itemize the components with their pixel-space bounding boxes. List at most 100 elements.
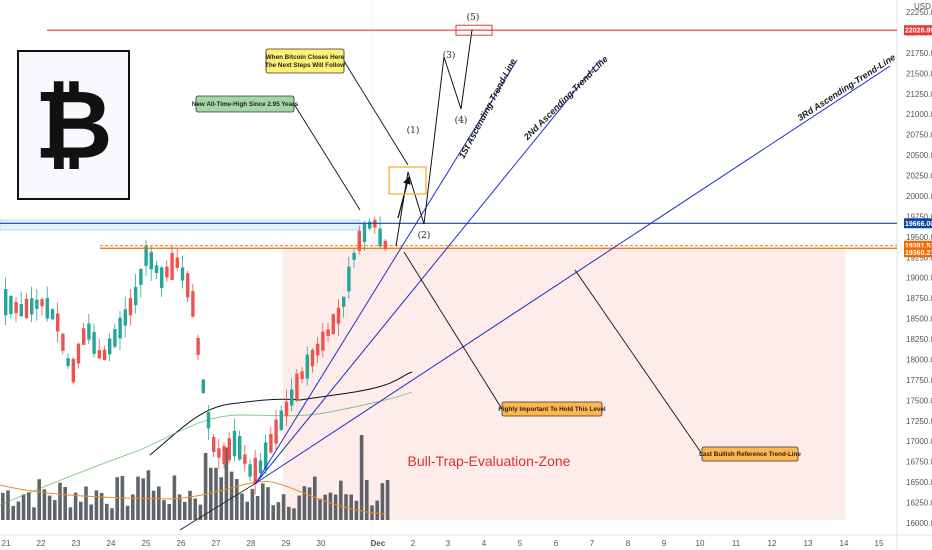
volume-bar <box>229 471 234 520</box>
candle-body <box>284 401 289 417</box>
candle-body <box>378 228 382 247</box>
ath-box <box>0 219 361 231</box>
x-tick-label: 25 <box>142 539 151 548</box>
volume-bar <box>281 494 286 520</box>
volume-bar <box>261 483 265 520</box>
x-tick-label: 6 <box>554 539 559 548</box>
candle-body <box>238 435 242 460</box>
candle-body <box>243 454 247 464</box>
volume-bar <box>323 494 327 520</box>
trend-line-label: 3Rd Ascending-Trend-Line <box>796 52 897 123</box>
x-tick-label: 5 <box>518 539 523 548</box>
candle-body <box>9 295 13 315</box>
candle-body <box>87 323 91 340</box>
volume-bar <box>375 500 379 520</box>
wave-arrow <box>397 176 411 219</box>
bitcoin-logo: ₿ <box>17 50 130 200</box>
candle-body <box>24 298 29 318</box>
x-tick-label: 15 <box>875 539 884 548</box>
ma-black <box>149 371 413 456</box>
candle-body <box>258 460 263 473</box>
candle-body <box>149 252 153 270</box>
candle-body <box>300 371 304 379</box>
volume-bar <box>125 505 130 520</box>
volume-bar <box>146 470 151 520</box>
volume-bar <box>99 492 104 520</box>
price-tag <box>904 25 932 36</box>
volume-bar <box>141 478 145 520</box>
candle-body <box>336 307 341 324</box>
volume-bar <box>1 492 5 520</box>
volume-layer <box>1 435 390 520</box>
volume-bar <box>53 500 57 520</box>
y-tick-label: 17000.00 <box>906 437 932 446</box>
volume-bar <box>313 476 317 520</box>
y-tick-label: 16500.00 <box>906 478 932 487</box>
volume-bar <box>11 505 15 520</box>
price-tag <box>904 247 932 258</box>
callout-pointer <box>403 251 503 410</box>
x-tick-label: 4 <box>482 539 487 548</box>
volume-bar <box>27 492 31 520</box>
volume-bar <box>214 467 218 520</box>
y-tick-label: 17500.00 <box>906 396 932 405</box>
wave-label: (4) <box>455 115 468 126</box>
x-tick-label: 13 <box>804 539 813 548</box>
candle-body <box>92 332 96 354</box>
callout-text: Highly Important To Hold This Level <box>498 406 606 413</box>
volume-bar <box>167 504 171 520</box>
candle-body <box>362 222 367 242</box>
candle-body <box>61 333 65 351</box>
volume-bar <box>16 501 21 520</box>
candle-body <box>357 230 361 251</box>
x-tick-label: 10 <box>696 539 705 548</box>
x-tick-label: 7 <box>590 539 595 548</box>
callout-box <box>701 446 799 462</box>
y-tick-label: 19750.00 <box>906 212 932 221</box>
y-tick-label: 21500.00 <box>906 69 932 78</box>
volume-bar <box>365 480 369 520</box>
y-tick-label: 20500.00 <box>906 151 932 160</box>
price-tag-label: 22026.99 <box>905 28 932 35</box>
volume-bar <box>47 495 52 520</box>
candle-body <box>290 389 294 406</box>
ma-green <box>0 391 413 506</box>
y-tick-label: 17250.00 <box>906 417 932 426</box>
candle-body <box>35 299 39 309</box>
volume-bar <box>63 486 67 520</box>
candle-body <box>4 289 8 316</box>
candle-body <box>19 304 23 317</box>
volume-bar <box>198 504 203 520</box>
candle-body <box>368 221 372 229</box>
volume-bar <box>240 493 244 520</box>
volume-bar <box>172 475 177 520</box>
y-tick-label: 19500.00 <box>906 233 932 242</box>
volume-bar <box>157 486 161 520</box>
volume-bar <box>276 502 281 520</box>
x-tick-label: Dec <box>371 539 386 548</box>
x-tick-label: 2 <box>411 539 416 548</box>
volume-bar <box>183 501 187 520</box>
candle-body <box>310 349 315 367</box>
candle-body <box>144 245 148 266</box>
volume-bar <box>224 447 229 520</box>
wave-label: (3) <box>443 50 456 61</box>
price-tag <box>904 218 932 229</box>
candle-body <box>97 350 101 359</box>
candle-body <box>118 317 122 339</box>
y-tick-label: 18250.00 <box>906 335 932 344</box>
candle-body <box>321 331 325 351</box>
candle-body <box>201 379 205 394</box>
candle-body <box>352 252 356 260</box>
y-tick-label: 18500.00 <box>906 315 932 324</box>
candle-body <box>128 298 133 316</box>
y-tick-label: 18000.00 <box>906 355 932 364</box>
annotation-line-layer <box>0 24 897 531</box>
zone-label: Bull-Trap-Evaluation-Zone <box>408 453 571 469</box>
y-tick-label: 16000.00 <box>906 519 932 528</box>
y-tick-label: 18750.00 <box>906 294 932 303</box>
wave-label: (5) <box>467 12 480 23</box>
volume-bar <box>235 479 239 520</box>
volume-bar <box>21 494 26 520</box>
